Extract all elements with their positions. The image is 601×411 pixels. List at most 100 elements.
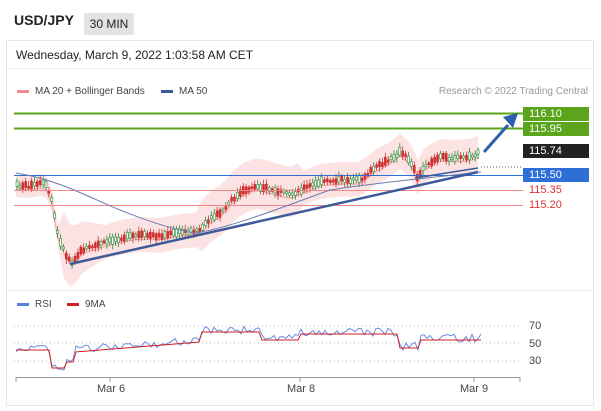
candle-body [76, 252, 80, 259]
candle-body [412, 165, 416, 173]
rsi-swatch-icon [17, 302, 29, 306]
candle-body [204, 220, 207, 226]
candle-body [317, 179, 320, 187]
ma20-swatch-icon [17, 89, 29, 93]
candle-body [392, 154, 396, 162]
candle-body [143, 230, 146, 237]
divider [7, 290, 592, 291]
candle-body [94, 242, 97, 249]
candle-body [357, 174, 361, 183]
candle-body [163, 231, 167, 239]
candle-body [250, 186, 254, 190]
candlesticks [15, 143, 480, 269]
candle-body [111, 236, 114, 245]
candle-body [262, 184, 265, 193]
candle-body [410, 161, 413, 167]
candle-body [436, 154, 439, 162]
chart-panel [6, 40, 594, 406]
candle-body [108, 237, 112, 243]
candle-body [331, 179, 335, 183]
candle-body [421, 166, 425, 172]
candle-body [105, 238, 109, 245]
symbol-title: USD/JPY [14, 12, 74, 28]
level-label-s1: 115.35 [529, 184, 562, 196]
candle-body [375, 164, 378, 168]
candle-body [334, 178, 338, 185]
ma9-swatch-icon [67, 302, 79, 306]
candle-body [207, 219, 210, 224]
candle-body [35, 181, 39, 187]
candle-body [459, 155, 463, 160]
candle-body [462, 155, 465, 159]
candle-body [160, 233, 164, 240]
candle-body [354, 176, 358, 181]
candle-body [236, 192, 239, 199]
rsi-level-50: 50 [529, 338, 542, 350]
level-label-s2: 115.20 [529, 199, 562, 211]
candle-body [424, 164, 428, 167]
candle-body [137, 231, 141, 239]
candle-body [24, 181, 28, 188]
candle-body [212, 213, 216, 221]
candle-body [299, 187, 303, 195]
candle-body [56, 230, 59, 234]
projection-arrow-shaft [482, 124, 510, 153]
candle-body [398, 147, 402, 156]
rsi-level-70: 70 [529, 320, 542, 332]
candle-body [418, 170, 422, 177]
candle-body [154, 233, 158, 241]
candle-body [369, 167, 373, 174]
candle-body [96, 240, 100, 248]
legend-9ma: 9MA [67, 299, 106, 310]
candle-body [328, 179, 332, 184]
candle-body [389, 156, 393, 160]
candle-body [175, 228, 178, 238]
candle-body [447, 156, 451, 162]
candle-body [360, 177, 364, 182]
candle-body [38, 180, 42, 186]
timeframe-button[interactable]: 30 MIN [84, 13, 134, 35]
candle-body [117, 236, 120, 243]
candle-body [120, 237, 123, 241]
candle-body [82, 247, 85, 254]
candle-body [323, 179, 326, 183]
candle-body [430, 158, 434, 167]
candle-body [44, 181, 48, 188]
candle-body [41, 179, 45, 186]
ma9-label: 9MA [85, 299, 106, 310]
candle-body [265, 183, 268, 192]
candle-body [30, 180, 33, 189]
candle-body [178, 227, 181, 234]
candle-body [439, 153, 442, 160]
ma20-label: MA 20 + Bollinger Bands [35, 86, 145, 97]
candle-body [195, 228, 199, 232]
uptrend-line [69, 170, 479, 266]
candle-body [172, 229, 175, 237]
uptrend-line-upper [414, 167, 479, 179]
level-badge-r2: 115.95 [523, 122, 589, 136]
candle-body [15, 180, 19, 187]
candle-body [383, 157, 387, 166]
candle-body [470, 154, 474, 158]
candle-body [59, 238, 62, 247]
rsi-label: RSI [35, 299, 52, 310]
candle-body [395, 153, 399, 158]
legend-rsi: RSI [17, 299, 52, 310]
candle-body [192, 229, 196, 235]
candle-body [311, 182, 315, 187]
candle-body [346, 176, 349, 184]
level-badge-pivot: 115.50 [523, 168, 589, 182]
candle-body [102, 240, 106, 244]
candle-body [386, 159, 390, 163]
candle-body [433, 156, 436, 164]
candle-body [279, 189, 283, 193]
divider [7, 68, 592, 69]
analysis-datetime: Wednesday, March 9, 2022 1:03:58 AM CET [16, 48, 254, 62]
projection-arrow-head [503, 113, 518, 128]
candle-body [444, 153, 448, 162]
candle-body [276, 188, 280, 196]
candle-body [247, 186, 251, 193]
candle-body [349, 178, 352, 184]
research-credit: Research © 2022 Trading Central [438, 86, 588, 97]
